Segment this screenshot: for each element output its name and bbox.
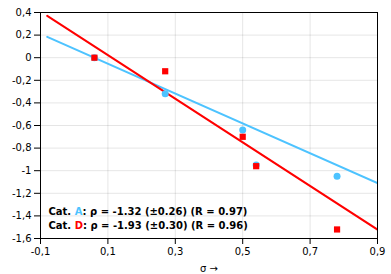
svg-text:-1,4: -1,4: [12, 210, 32, 221]
svg-text:-1,6: -1,6: [12, 233, 32, 244]
svg-text:σ →: σ →: [200, 263, 218, 274]
svg-text:-0,6: -0,6: [12, 120, 32, 131]
svg-text:-0,8: -0,8: [12, 142, 32, 153]
svg-text:0,3: 0,3: [167, 246, 183, 257]
svg-text:-0,2: -0,2: [12, 75, 32, 86]
svg-text:0,4: 0,4: [16, 7, 32, 18]
svg-text:0,7: 0,7: [302, 246, 318, 257]
svg-text:-1,2: -1,2: [12, 188, 32, 199]
svg-text:Cat. A: ρ = -1.32 (±0.26) (R =: Cat. A: ρ = -1.32 (±0.26) (R = 0.97): [49, 206, 248, 217]
svg-text:0,9: 0,9: [370, 246, 386, 257]
svg-text:-0,4: -0,4: [12, 97, 32, 108]
svg-text:-1: -1: [22, 165, 32, 176]
svg-text:0,2: 0,2: [16, 29, 32, 40]
svg-text:0,5: 0,5: [235, 246, 251, 257]
svg-text:Cat. D: ρ = -1.93 (±0.30) (R =: Cat. D: ρ = -1.93 (±0.30) (R = 0.96): [49, 220, 248, 231]
svg-text:0: 0: [25, 52, 31, 63]
svg-text:-0,1: -0,1: [31, 246, 51, 257]
svg-text:0,1: 0,1: [100, 246, 116, 257]
